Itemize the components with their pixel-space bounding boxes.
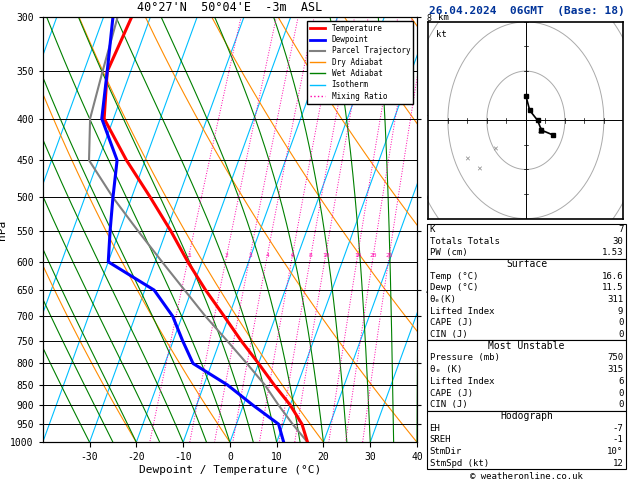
Text: EH: EH xyxy=(430,424,440,433)
Text: 6: 6 xyxy=(291,253,294,259)
Text: 6: 6 xyxy=(618,377,623,386)
Text: θₑ (K): θₑ (K) xyxy=(430,365,462,374)
Text: Surface: Surface xyxy=(506,260,547,269)
Text: 10°: 10° xyxy=(607,447,623,456)
Text: ✕: ✕ xyxy=(476,167,482,173)
Text: PW (cm): PW (cm) xyxy=(430,248,467,257)
Text: 750: 750 xyxy=(607,353,623,363)
Text: 315: 315 xyxy=(607,365,623,374)
Y-axis label: km
ASL: km ASL xyxy=(435,13,451,32)
Text: 1.53: 1.53 xyxy=(602,248,623,257)
Text: 16.6: 16.6 xyxy=(602,272,623,280)
Text: © weatheronline.co.uk: © weatheronline.co.uk xyxy=(470,472,583,481)
Text: Lifted Index: Lifted Index xyxy=(430,377,494,386)
Text: -7: -7 xyxy=(613,424,623,433)
Text: 3: 3 xyxy=(248,253,252,259)
Text: ✕: ✕ xyxy=(492,147,498,153)
Text: 20: 20 xyxy=(369,253,377,259)
Text: 11.5: 11.5 xyxy=(602,283,623,293)
Text: Pressure (mb): Pressure (mb) xyxy=(430,353,499,363)
Text: 0: 0 xyxy=(618,388,623,398)
Text: 12: 12 xyxy=(613,459,623,468)
Text: 10: 10 xyxy=(322,253,330,259)
Text: 4: 4 xyxy=(265,253,269,259)
Text: Totals Totals: Totals Totals xyxy=(430,237,499,245)
Text: 2: 2 xyxy=(225,253,228,259)
Text: 7: 7 xyxy=(618,225,623,234)
Title: 40°27'N  50°04'E  -3m  ASL: 40°27'N 50°04'E -3m ASL xyxy=(137,1,323,15)
Text: 16: 16 xyxy=(353,253,361,259)
Text: StmDir: StmDir xyxy=(430,447,462,456)
Text: CAPE (J): CAPE (J) xyxy=(430,388,472,398)
Y-axis label: hPa: hPa xyxy=(0,220,8,240)
Text: SREH: SREH xyxy=(430,435,451,444)
Text: 0: 0 xyxy=(618,330,623,339)
Text: Dewp (°C): Dewp (°C) xyxy=(430,283,478,293)
Text: 26.04.2024  06GMT  (Base: 18): 26.04.2024 06GMT (Base: 18) xyxy=(428,6,625,16)
Text: StmSpd (kt): StmSpd (kt) xyxy=(430,459,489,468)
X-axis label: Dewpoint / Temperature (°C): Dewpoint / Temperature (°C) xyxy=(139,465,321,475)
Text: CIN (J): CIN (J) xyxy=(430,330,467,339)
Text: 30: 30 xyxy=(613,237,623,245)
Text: kt: kt xyxy=(436,30,447,38)
Legend: Temperature, Dewpoint, Parcel Trajectory, Dry Adiabat, Wet Adiabat, Isotherm, Mi: Temperature, Dewpoint, Parcel Trajectory… xyxy=(307,21,413,104)
Text: 311: 311 xyxy=(607,295,623,304)
Text: 0: 0 xyxy=(618,318,623,328)
Text: CAPE (J): CAPE (J) xyxy=(430,318,472,328)
Text: Temp (°C): Temp (°C) xyxy=(430,272,478,280)
Text: Hodograph: Hodograph xyxy=(500,411,553,421)
Text: 25: 25 xyxy=(386,253,393,259)
Text: θₑ(K): θₑ(K) xyxy=(430,295,457,304)
Text: K: K xyxy=(430,225,435,234)
Text: 1: 1 xyxy=(187,253,191,259)
Text: 0: 0 xyxy=(618,400,623,409)
Text: CIN (J): CIN (J) xyxy=(430,400,467,409)
Text: ✕: ✕ xyxy=(464,156,470,163)
Text: 9: 9 xyxy=(618,307,623,316)
Text: Most Unstable: Most Unstable xyxy=(488,341,565,351)
Text: 8: 8 xyxy=(309,253,313,259)
Text: Lifted Index: Lifted Index xyxy=(430,307,494,316)
Text: -1: -1 xyxy=(613,435,623,444)
